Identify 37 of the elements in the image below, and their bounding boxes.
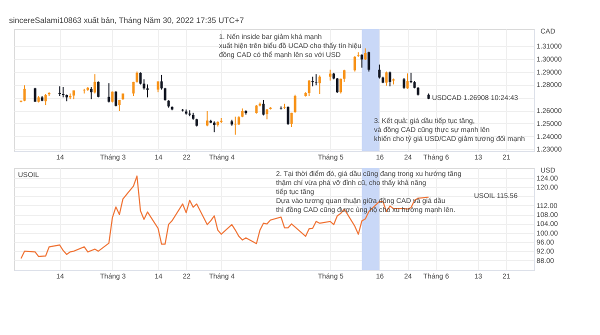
- candlestick: [139, 72, 142, 85]
- candlestick: [314, 74, 318, 86]
- candlestick: [44, 94, 47, 106]
- candlestick: [328, 69, 332, 82]
- candlestick: [213, 120, 216, 133]
- candlestick: [286, 106, 290, 126]
- candlestick: [23, 84, 26, 102]
- candlestick: [94, 74, 96, 94]
- candlestick: [146, 84, 149, 98]
- candlestick: [97, 80, 100, 98]
- candlestick: [385, 71, 388, 86]
- candlestick: [58, 86, 61, 97]
- candlestick: [368, 51, 370, 72]
- candlestick: [266, 108, 268, 120]
- candlestick: [132, 81, 135, 97]
- candlestick: [354, 56, 356, 72]
- candlestick: [62, 86, 64, 98]
- candlestick: [234, 116, 237, 136]
- candlestick: [308, 80, 310, 97]
- candlestick: [378, 64, 381, 80]
- candlestick: [114, 90, 118, 107]
- candlestick: [402, 78, 406, 90]
- candlestick: [388, 71, 392, 87]
- candlestick: [360, 54, 364, 68]
- candlestick: [108, 82, 110, 104]
- candlestick: [290, 112, 293, 128]
- text: sincereSalami10863 xuất bản, Tháng Năm 30, 2022 17:35 UTC+7: [9, 16, 244, 25]
- candlestick: [364, 48, 367, 60]
- candlestick: [262, 99, 265, 116]
- candlestick: [206, 110, 208, 127]
- candlestick: [406, 72, 409, 90]
- candlestick: [336, 78, 338, 94]
- candlestick: [311, 76, 314, 87]
- candlestick: [136, 71, 138, 84]
- candlestick: [34, 87, 36, 102]
- candlestick: [318, 74, 321, 94]
- candlestick: [294, 94, 296, 114]
